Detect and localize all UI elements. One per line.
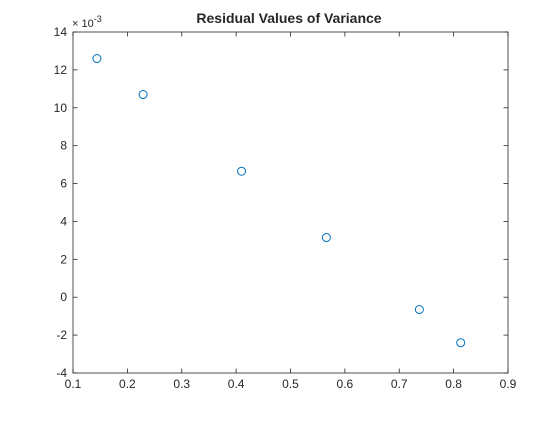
x-tick-label: 0.1	[65, 377, 82, 391]
data-points	[92, 54, 466, 348]
x-tick-label: 0.5	[282, 377, 299, 391]
y-exponent-power: -3	[94, 14, 102, 24]
y-tick-label: 4	[60, 214, 67, 228]
x-tick-label: 0.3	[173, 377, 190, 391]
chart-title: Residual Values of Variance	[196, 10, 381, 26]
x-tick-label: 0.8	[445, 377, 462, 391]
y-tick-label: 14	[54, 25, 68, 39]
x-tick-label: 0.2	[119, 377, 136, 391]
y-exponent-label: × 10-3	[72, 14, 102, 30]
x-tick-label: 0.7	[391, 377, 408, 391]
y-tick-label: -2	[56, 328, 67, 342]
data-point	[92, 54, 102, 64]
y-tick-label: 12	[54, 63, 68, 77]
data-point	[321, 233, 331, 243]
y-tick-label: 8	[60, 139, 67, 153]
data-point	[456, 338, 466, 348]
y-exponent-base: × 10	[72, 18, 94, 30]
y-tick-label: 0	[60, 290, 67, 304]
data-point	[138, 90, 148, 100]
y-tick-label: 2	[60, 252, 67, 266]
y-tick-label: -4	[56, 366, 67, 380]
data-point	[414, 305, 424, 315]
plot-axes: 0.1 0.2 0.3 0.4 0.5 0.6 0.7 0.8 0.9 -4 -2 0 2 4 6 8 10 12…	[54, 25, 517, 391]
x-tick-label: 0.9	[500, 377, 517, 391]
y-tick-label: 6	[60, 177, 67, 191]
x-tick-label: 0.4	[228, 377, 245, 391]
x-tick-label: 0.6	[337, 377, 354, 391]
y-tick-label: 10	[54, 101, 68, 115]
data-point	[237, 166, 247, 176]
